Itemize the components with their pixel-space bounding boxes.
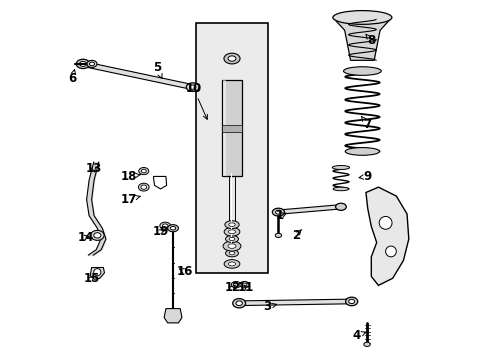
Ellipse shape	[275, 210, 281, 214]
Ellipse shape	[90, 230, 104, 240]
Ellipse shape	[228, 223, 235, 226]
Ellipse shape	[227, 244, 236, 248]
Ellipse shape	[141, 169, 146, 173]
Ellipse shape	[76, 59, 90, 68]
Ellipse shape	[345, 148, 379, 155]
Bar	[222, 80, 242, 176]
Text: 4: 4	[352, 329, 365, 342]
Ellipse shape	[343, 67, 381, 75]
Bar	[196, 23, 267, 273]
Text: 16: 16	[176, 265, 192, 278]
Bar	[222, 125, 242, 132]
Ellipse shape	[332, 166, 349, 170]
Ellipse shape	[332, 10, 391, 24]
Ellipse shape	[138, 183, 149, 191]
Ellipse shape	[186, 83, 199, 91]
Text: 7: 7	[361, 116, 371, 131]
Polygon shape	[365, 187, 408, 285]
Text: 9: 9	[358, 170, 371, 183]
Polygon shape	[230, 173, 231, 244]
Bar	[223, 80, 226, 176]
Polygon shape	[90, 267, 104, 279]
Ellipse shape	[160, 222, 170, 229]
Ellipse shape	[224, 221, 239, 229]
Ellipse shape	[89, 62, 94, 66]
Ellipse shape	[228, 262, 235, 266]
Ellipse shape	[94, 233, 101, 238]
Polygon shape	[239, 299, 351, 306]
Ellipse shape	[275, 233, 281, 238]
Ellipse shape	[363, 342, 369, 346]
Text: 12: 12	[224, 281, 241, 294]
Text: 13: 13	[85, 162, 102, 175]
Ellipse shape	[189, 85, 196, 89]
Ellipse shape	[229, 237, 234, 240]
Ellipse shape	[225, 235, 238, 243]
Ellipse shape	[224, 53, 240, 64]
Text: 17: 17	[120, 193, 140, 206]
Ellipse shape	[272, 208, 284, 216]
Text: 6: 6	[68, 69, 76, 85]
Ellipse shape	[232, 298, 245, 308]
Ellipse shape	[80, 62, 86, 66]
Ellipse shape	[240, 282, 248, 288]
Text: 14: 14	[77, 231, 94, 244]
Circle shape	[378, 216, 391, 229]
Ellipse shape	[227, 56, 235, 61]
Text: 8: 8	[365, 34, 375, 47]
Ellipse shape	[332, 187, 348, 191]
Text: 18: 18	[120, 170, 140, 183]
Text: 15: 15	[83, 272, 100, 285]
Ellipse shape	[87, 60, 97, 67]
Text: 19: 19	[152, 225, 168, 238]
Polygon shape	[82, 62, 193, 90]
Ellipse shape	[228, 230, 235, 234]
Text: 11: 11	[238, 281, 254, 294]
Ellipse shape	[229, 252, 234, 255]
Ellipse shape	[223, 241, 241, 251]
Text: 2: 2	[292, 229, 301, 242]
Ellipse shape	[335, 203, 346, 210]
Ellipse shape	[224, 228, 240, 236]
Ellipse shape	[233, 283, 238, 286]
Circle shape	[94, 269, 101, 276]
Ellipse shape	[162, 224, 167, 228]
Polygon shape	[278, 204, 341, 214]
Polygon shape	[164, 309, 182, 323]
Ellipse shape	[170, 226, 175, 230]
Ellipse shape	[345, 297, 357, 306]
Ellipse shape	[235, 301, 242, 306]
Text: 1: 1	[276, 209, 286, 222]
Text: 3: 3	[263, 300, 276, 313]
Ellipse shape	[242, 283, 246, 286]
Ellipse shape	[225, 249, 238, 257]
Circle shape	[385, 246, 395, 257]
Polygon shape	[229, 173, 234, 244]
Ellipse shape	[167, 225, 178, 232]
Text: 10: 10	[185, 82, 207, 119]
Ellipse shape	[139, 167, 148, 175]
Ellipse shape	[348, 299, 354, 303]
Polygon shape	[332, 18, 391, 60]
Ellipse shape	[231, 282, 240, 288]
Ellipse shape	[224, 260, 240, 268]
Ellipse shape	[141, 185, 146, 189]
Polygon shape	[153, 176, 166, 189]
Text: 5: 5	[153, 61, 162, 78]
